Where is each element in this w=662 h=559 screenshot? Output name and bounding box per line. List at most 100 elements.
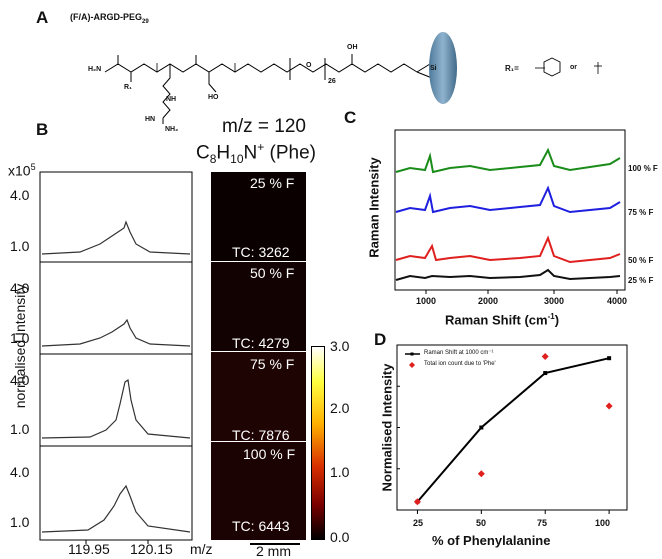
- mz-title: m/z = 120: [222, 116, 306, 137]
- scale-exponent: 5: [30, 162, 36, 172]
- panel-a-title: (F/A)-ARGD-PEG29: [70, 12, 149, 25]
- panel-b-letter: B: [36, 120, 49, 139]
- raman-series-25: [395, 268, 621, 281]
- raman-xtick-1000: 1000: [416, 296, 437, 306]
- chem-label-26: 26: [328, 78, 336, 85]
- chem-label-ho: HO: [208, 94, 219, 101]
- raman-series-50: [395, 235, 621, 264]
- raman-series-75: [395, 185, 621, 214]
- panel-d-xtick-50: 50: [476, 518, 487, 528]
- ion-image-tc-100: TC: 6443: [232, 518, 290, 534]
- formula-title: C8H10N+ (Phe): [196, 140, 316, 166]
- scale-bar-line: [250, 543, 300, 545]
- formula-n: N: [243, 142, 258, 164]
- panel-d-xtick-100: 100: [595, 518, 611, 528]
- spectrum-box-4: [39, 445, 193, 541]
- panel-d-letter: D: [374, 330, 387, 349]
- formula-h: H: [216, 142, 231, 164]
- panel-d-xtick-25: 25: [413, 518, 424, 528]
- raman-xlabel: Raman Shift (cm-1): [445, 312, 559, 327]
- ion-image-label-100: 100 % F: [243, 446, 296, 462]
- legend-label-tic: Total ion count due to 'Phe': [424, 361, 496, 367]
- r1-definition-label: R₁=: [505, 64, 519, 73]
- spectrum-2-tick-1: 1.0: [10, 330, 30, 346]
- panel-a-title-text: (F/A)-ARGD-PEG: [70, 12, 142, 22]
- ion-image-tc-75: TC: 7876: [232, 427, 290, 443]
- formula-c-sub: 8: [209, 152, 217, 167]
- spectrum-3-tick-4: 4.0: [10, 372, 30, 388]
- panel-d-xtick-75: 75: [537, 518, 548, 528]
- chem-label-o: O: [306, 62, 312, 69]
- tic-point-50: [477, 470, 485, 478]
- ion-image-label-75: 75 % F: [250, 356, 295, 372]
- r1-or-label: or: [570, 64, 577, 71]
- chem-label-r1: R₁: [124, 84, 132, 91]
- chem-label-si: Si: [430, 65, 437, 72]
- raman-point-75: [543, 371, 548, 376]
- tic-point-75: [541, 353, 549, 361]
- chem-label-oh: OH: [347, 44, 358, 51]
- raman-label-25: 25 % F: [628, 276, 654, 285]
- chem-label-hn: HN: [145, 116, 156, 123]
- panel-c-letter: C: [344, 108, 357, 127]
- spectrum-4-tick-1: 1.0: [10, 514, 30, 530]
- raman-xtick-4000: 4000: [607, 296, 628, 306]
- formula-h-sub: 10: [230, 152, 244, 167]
- ion-image-25: [211, 172, 306, 262]
- spectrum-1-tick-1: 1.0: [10, 238, 30, 254]
- legend-label-raman: Raman Shift at 1000 cm⁻¹: [424, 350, 494, 356]
- formula-plus: +: [257, 140, 265, 154]
- formula-phe: (Phe): [264, 142, 317, 164]
- scale-multiplier: x105: [8, 162, 36, 179]
- panel-d-xlabel: % of Phenylalanine: [432, 533, 551, 548]
- raman-trend-line: [416, 357, 610, 503]
- ion-image-50: [211, 262, 306, 352]
- legend-red-marker: [409, 362, 415, 368]
- raman-xlabel-end: ): [554, 312, 560, 328]
- raman-xtick-2000: 2000: [478, 296, 499, 306]
- scale-bar-label: 2 mm: [256, 543, 291, 559]
- chem-label-h2n: H₂N: [88, 66, 102, 73]
- ion-image-75: [211, 352, 306, 442]
- tic-point-25: [413, 498, 421, 506]
- chem-label-nh: NH: [166, 96, 177, 103]
- panel-a-letter: A: [36, 8, 49, 27]
- ms-xtick-1: 119.95: [68, 541, 110, 557]
- ion-image-stack: [211, 172, 306, 540]
- colorbar: [311, 346, 325, 540]
- ion-image-label-50: 50 % F: [250, 265, 295, 281]
- raman-label-75: 75 % F: [628, 208, 654, 217]
- scale-prefix: x10: [8, 162, 31, 179]
- raman-xtick-3000: 3000: [544, 296, 565, 306]
- ion-image-tc-25: TC: 3262: [232, 244, 290, 260]
- spectrum-1-tick-4: 4.0: [10, 187, 30, 203]
- ion-image-tc-50: TC: 4279: [232, 335, 290, 351]
- tic-point-100: [605, 402, 613, 410]
- spectrum-4-tick-4: 4.0: [10, 464, 30, 480]
- raman-point-50: [479, 425, 484, 430]
- ion-image-100: [211, 442, 306, 540]
- colorbar-tick-3: 3.0: [330, 338, 350, 354]
- ms-xunit: m/z: [190, 541, 213, 557]
- spectrum-2-tick-4: 4.0: [10, 280, 30, 296]
- raman-series-100: [395, 147, 621, 174]
- raman-label-100: 100 % F: [628, 164, 658, 173]
- panel-a-title-sub: 29: [142, 18, 149, 25]
- colorbar-tick-0: 0.0: [330, 529, 350, 545]
- ion-image-label-25: 25 % F: [250, 175, 295, 191]
- raman-xlabel-main: Raman Shift (cm: [445, 312, 548, 328]
- formula-c: C: [196, 142, 210, 164]
- raman-xlabel-sup: -1: [547, 312, 555, 321]
- colorbar-tick-2: 2.0: [330, 400, 350, 416]
- raman-point-100: [607, 356, 612, 361]
- chem-label-nh2: NH₂: [165, 126, 179, 133]
- colorbar-tick-1: 1.0: [330, 464, 350, 480]
- ms-xtick-2: 120.15: [130, 541, 173, 557]
- raman-label-50: 50 % F: [628, 256, 654, 265]
- spectrum-3-tick-1: 1.0: [10, 421, 30, 437]
- legend-square-marker: [410, 352, 414, 356]
